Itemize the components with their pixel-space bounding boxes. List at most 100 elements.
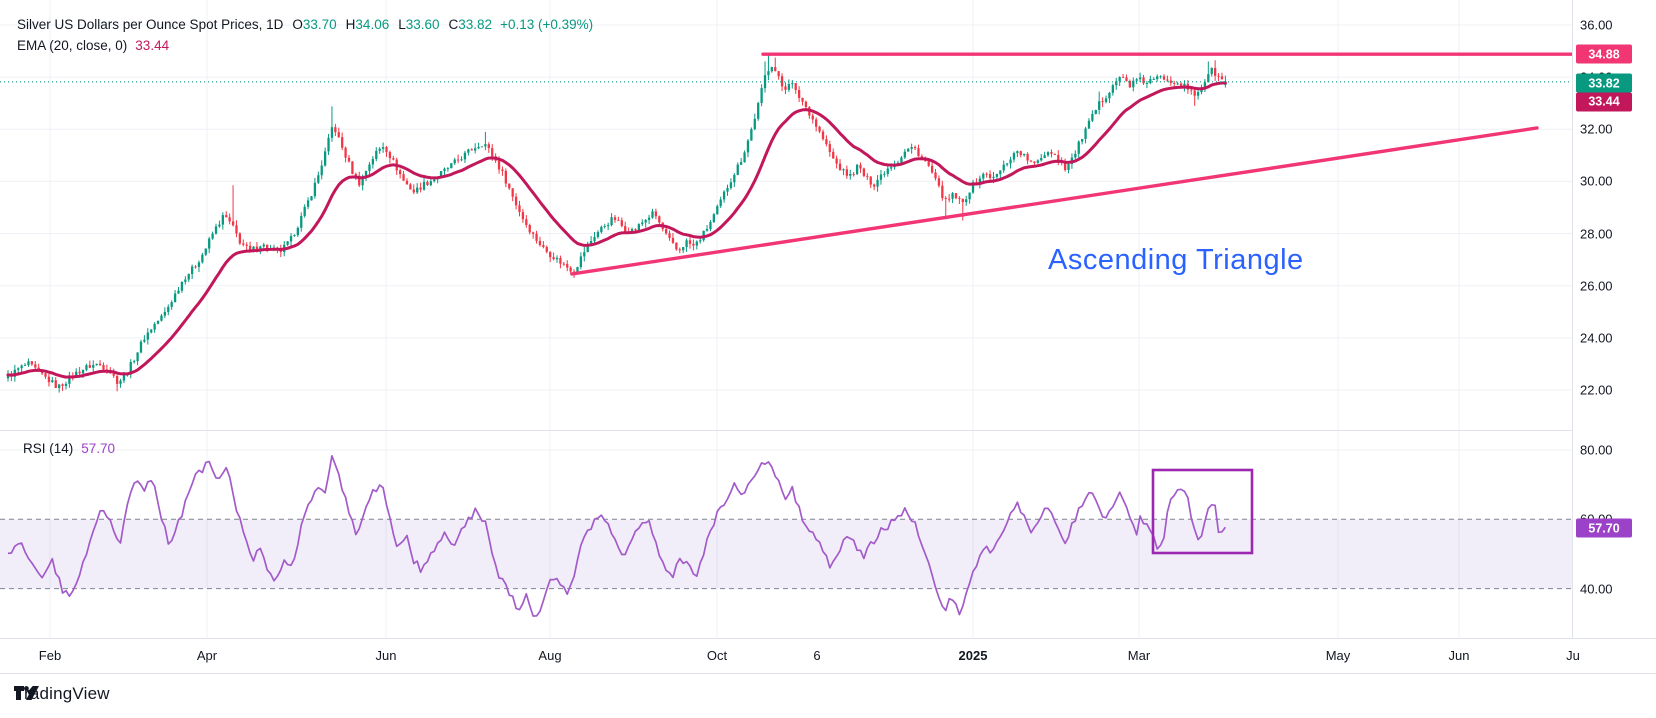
- candle-body: [1207, 74, 1210, 83]
- candle-body: [34, 364, 37, 368]
- candle-body: [1012, 153, 1016, 160]
- candle-body: [6, 374, 10, 379]
- ohlc-key: L: [398, 17, 406, 32]
- candle-body: [562, 263, 565, 265]
- candle-body: [678, 249, 681, 251]
- candle-body: [549, 251, 552, 258]
- candle-body: [399, 170, 402, 175]
- candle-body: [917, 148, 920, 157]
- candle-body: [75, 371, 78, 378]
- candle-body: [477, 146, 480, 149]
- candle-body: [1142, 77, 1145, 84]
- rsi-legend-row[interactable]: RSI (14) 57.70: [23, 441, 115, 456]
- rsi-label: RSI (14): [23, 441, 74, 456]
- candle-body: [658, 216, 661, 223]
- candle-body: [1210, 67, 1213, 75]
- candle-body: [559, 257, 562, 264]
- candle-body: [115, 375, 119, 384]
- candle-body: [992, 176, 995, 178]
- candle-body: [1138, 77, 1142, 80]
- time-axis-label: 6: [813, 648, 821, 663]
- candle-body: [941, 185, 944, 199]
- candle-body: [927, 161, 930, 166]
- candle-body: [1200, 89, 1203, 93]
- time-axis[interactable]: Feb Apr Jun Aug Oct 6 2025 Mar May Jun Ju: [0, 638, 1656, 674]
- candle-body: [600, 226, 603, 233]
- candle-body: [47, 376, 51, 383]
- price-badge-last: 33.82: [1576, 73, 1632, 93]
- ema-legend-row[interactable]: EMA (20, close, 0) 33.44: [17, 35, 593, 56]
- time-axis-label: May: [1325, 648, 1351, 663]
- candle-body: [1193, 90, 1196, 96]
- candle-body: [1036, 160, 1039, 163]
- candle-body: [351, 161, 354, 174]
- candle-body: [835, 158, 838, 164]
- rsi-indicator-chart[interactable]: [0, 431, 1572, 638]
- candle-body: [637, 224, 640, 231]
- candle-body: [337, 132, 340, 138]
- candle-body: [948, 198, 951, 200]
- tradingview-logo[interactable]: TradingView: [14, 684, 110, 704]
- candle-body: [733, 174, 736, 183]
- rsi-line[interactable]: [7, 455, 1227, 617]
- candle-body: [446, 168, 450, 170]
- candle-body: [913, 147, 917, 149]
- tradingview-logo-text: TradingView: [14, 684, 110, 703]
- rsi-highlight-box[interactable]: [1151, 468, 1254, 555]
- candle-body: [235, 225, 238, 234]
- candle-body: [842, 169, 845, 171]
- candle-body: [1063, 162, 1067, 170]
- candle-body: [999, 170, 1002, 175]
- candle-body: [153, 323, 156, 330]
- candle-body: [620, 220, 623, 227]
- rsi-band: [0, 519, 1572, 589]
- candle-body: [501, 169, 504, 171]
- candle-body: [180, 281, 184, 291]
- candle-body: [545, 247, 548, 252]
- ascending-trendline[interactable]: [570, 126, 1539, 276]
- candle-body: [740, 162, 743, 165]
- candle-body: [1156, 76, 1159, 80]
- time-axis-label: Mar: [1127, 648, 1151, 663]
- candle-body: [1023, 153, 1026, 156]
- candle-body: [886, 168, 889, 174]
- candle-body: [682, 247, 685, 251]
- ohlc-value: 33.70: [302, 17, 337, 32]
- candle-body: [610, 217, 613, 226]
- candle-body: [439, 171, 443, 177]
- candle-body: [613, 217, 617, 220]
- candle-body: [170, 302, 173, 307]
- candle-body: [293, 235, 296, 237]
- candle-body: [675, 242, 678, 250]
- candle-body: [900, 157, 903, 163]
- candle-body: [255, 246, 259, 250]
- candle-body: [699, 240, 702, 242]
- candle-body: [883, 173, 886, 175]
- candle-body: [1183, 83, 1186, 87]
- candle-body: [368, 164, 371, 171]
- candle-body: [716, 206, 719, 215]
- candle-body: [371, 158, 375, 165]
- price-tick-label: 28.00: [1580, 226, 1613, 242]
- candle-body: [566, 263, 569, 268]
- candle-body: [433, 179, 436, 182]
- candle-body: [780, 76, 784, 87]
- candle-body: [1173, 82, 1176, 84]
- ema-value: 33.44: [135, 38, 170, 53]
- candle-body: [491, 148, 494, 157]
- candle-body: [1040, 158, 1043, 161]
- main-price-chart[interactable]: [0, 0, 1572, 431]
- candle-body: [289, 236, 293, 242]
- ema-line[interactable]: [6, 81, 1227, 379]
- candle-body: [416, 187, 419, 193]
- price-axis[interactable]: 36.0034.0032.0030.0028.0026.0024.0022.00…: [1572, 0, 1656, 672]
- candle-body: [617, 219, 620, 221]
- symbol-legend-row[interactable]: Silver US Dollars per Ounce Spot Prices,…: [17, 14, 593, 35]
- candle-body: [855, 164, 859, 175]
- ascending-triangle-annotation[interactable]: Ascending Triangle: [1048, 244, 1304, 276]
- candle-body: [150, 329, 153, 333]
- candle-body: [586, 244, 589, 253]
- time-axis-label: Ju: [1566, 648, 1580, 663]
- candle-body: [1132, 80, 1135, 88]
- candle-body: [1033, 161, 1036, 163]
